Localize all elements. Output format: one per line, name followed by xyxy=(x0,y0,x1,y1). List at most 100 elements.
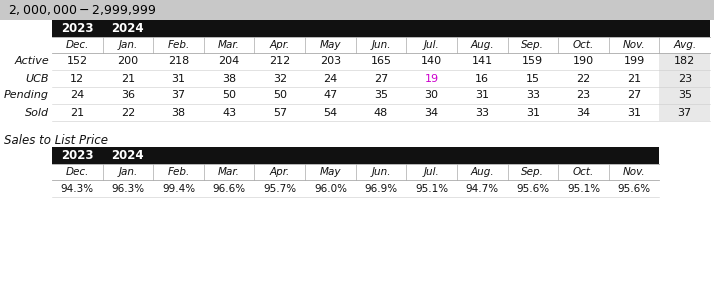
Text: Nov.: Nov. xyxy=(623,167,645,177)
Text: 95.6%: 95.6% xyxy=(516,184,549,194)
Text: Jul.: Jul. xyxy=(423,167,440,177)
Text: 34: 34 xyxy=(425,108,438,118)
Text: 50: 50 xyxy=(273,90,287,101)
Text: 31: 31 xyxy=(171,73,186,84)
Text: 190: 190 xyxy=(573,57,594,66)
Text: 182: 182 xyxy=(674,57,695,66)
Bar xyxy=(52,20,710,37)
Text: Mar.: Mar. xyxy=(218,40,240,50)
Text: 23: 23 xyxy=(576,90,590,101)
Text: 30: 30 xyxy=(425,90,438,101)
Text: 22: 22 xyxy=(121,108,135,118)
Text: Active: Active xyxy=(14,57,49,66)
Text: 24: 24 xyxy=(70,90,84,101)
Text: Jan.: Jan. xyxy=(119,40,138,50)
Text: Feb.: Feb. xyxy=(167,167,190,177)
Text: 27: 27 xyxy=(374,73,388,84)
Text: 15: 15 xyxy=(526,73,540,84)
Text: 31: 31 xyxy=(476,90,489,101)
Text: Dec.: Dec. xyxy=(66,167,89,177)
Bar xyxy=(52,53,710,70)
Bar xyxy=(0,0,714,20)
Text: 33: 33 xyxy=(476,108,489,118)
Text: Jan.: Jan. xyxy=(119,167,138,177)
Text: 200: 200 xyxy=(117,57,139,66)
Text: 31: 31 xyxy=(627,108,641,118)
Text: 140: 140 xyxy=(421,57,442,66)
Text: 16: 16 xyxy=(476,73,489,84)
Bar xyxy=(52,164,660,180)
Text: Apr.: Apr. xyxy=(270,167,290,177)
Text: 54: 54 xyxy=(323,108,338,118)
Text: 21: 21 xyxy=(70,108,84,118)
Text: Nov.: Nov. xyxy=(623,40,645,50)
Bar xyxy=(52,87,710,104)
Bar xyxy=(52,180,660,197)
Text: $2,000,000 - $2,999,999: $2,000,000 - $2,999,999 xyxy=(8,3,156,17)
Text: 96.6%: 96.6% xyxy=(213,184,246,194)
Text: 99.4%: 99.4% xyxy=(162,184,195,194)
Text: Mar.: Mar. xyxy=(218,167,240,177)
Text: Jul.: Jul. xyxy=(423,40,440,50)
Text: 48: 48 xyxy=(374,108,388,118)
Text: 57: 57 xyxy=(273,108,287,118)
Text: 21: 21 xyxy=(121,73,135,84)
Text: 218: 218 xyxy=(168,57,189,66)
Text: 159: 159 xyxy=(522,57,543,66)
Text: Sep.: Sep. xyxy=(521,40,544,50)
Text: 203: 203 xyxy=(320,57,341,66)
Bar xyxy=(52,104,710,121)
Text: Feb.: Feb. xyxy=(167,40,190,50)
Text: 2023: 2023 xyxy=(61,149,94,162)
Text: May: May xyxy=(320,167,341,177)
Bar xyxy=(52,37,710,53)
Text: Oct.: Oct. xyxy=(573,40,594,50)
Text: 23: 23 xyxy=(678,73,692,84)
Bar xyxy=(660,87,710,104)
Text: 212: 212 xyxy=(269,57,291,66)
Text: Dec.: Dec. xyxy=(66,40,89,50)
Text: 204: 204 xyxy=(218,57,240,66)
Text: 43: 43 xyxy=(222,108,236,118)
Text: Pending: Pending xyxy=(4,90,49,101)
Text: 24: 24 xyxy=(323,73,338,84)
Text: Jun.: Jun. xyxy=(371,167,391,177)
Text: UCB: UCB xyxy=(26,73,49,84)
Text: 96.9%: 96.9% xyxy=(364,184,398,194)
Text: 36: 36 xyxy=(121,90,135,101)
Text: 2024: 2024 xyxy=(111,22,144,35)
Bar xyxy=(660,104,710,121)
Text: Aug.: Aug. xyxy=(471,167,494,177)
Text: Apr.: Apr. xyxy=(270,40,290,50)
Text: 21: 21 xyxy=(627,73,641,84)
Text: 199: 199 xyxy=(623,57,645,66)
Text: 94.7%: 94.7% xyxy=(466,184,499,194)
Text: 165: 165 xyxy=(371,57,391,66)
Text: 38: 38 xyxy=(171,108,186,118)
Text: 19: 19 xyxy=(425,73,438,84)
Text: 33: 33 xyxy=(526,90,540,101)
Text: 95.6%: 95.6% xyxy=(618,184,650,194)
Text: 12: 12 xyxy=(70,73,84,84)
Text: May: May xyxy=(320,40,341,50)
Text: Sold: Sold xyxy=(25,108,49,118)
Text: 37: 37 xyxy=(678,108,692,118)
Text: 34: 34 xyxy=(576,108,590,118)
Text: Sales to List Price: Sales to List Price xyxy=(4,134,108,147)
Text: 141: 141 xyxy=(472,57,493,66)
Text: 35: 35 xyxy=(374,90,388,101)
Text: 96.3%: 96.3% xyxy=(111,184,144,194)
Text: Oct.: Oct. xyxy=(573,167,594,177)
Text: 31: 31 xyxy=(526,108,540,118)
Text: 2023: 2023 xyxy=(61,22,94,35)
Text: Avg.: Avg. xyxy=(673,40,696,50)
Bar xyxy=(660,70,710,87)
Text: 95.1%: 95.1% xyxy=(567,184,600,194)
Text: 95.7%: 95.7% xyxy=(263,184,296,194)
Text: 35: 35 xyxy=(678,90,692,101)
Text: 37: 37 xyxy=(171,90,186,101)
Text: 94.3%: 94.3% xyxy=(61,184,94,194)
Text: 152: 152 xyxy=(66,57,88,66)
Text: 32: 32 xyxy=(273,73,287,84)
Bar xyxy=(52,70,710,87)
